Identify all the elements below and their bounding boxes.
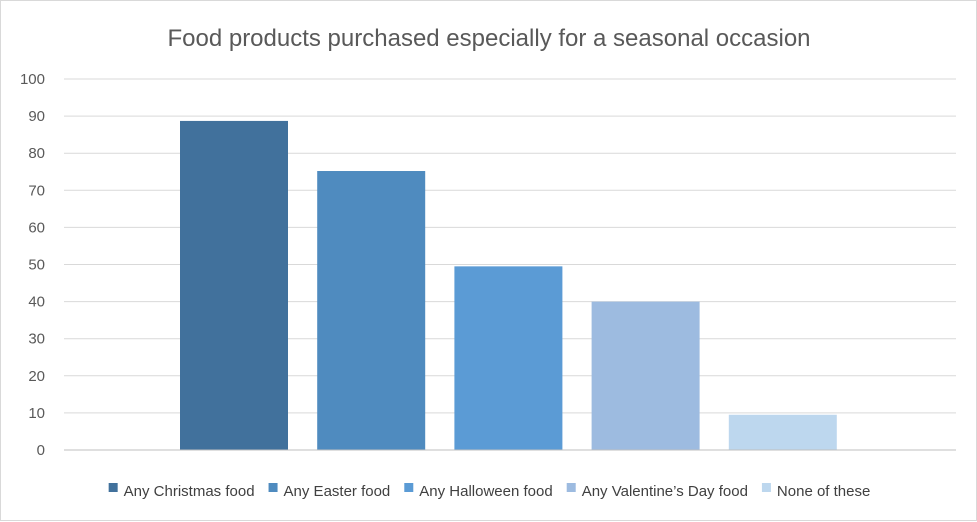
legend-swatch: [108, 483, 118, 492]
legend-swatch: [761, 483, 771, 492]
y-axis-ticks: 0 10 20 30 40 50 60 70 80 90 100: [20, 71, 45, 459]
y-tick-label: 40: [28, 294, 45, 311]
legend-swatch: [268, 483, 278, 492]
legend-item: None of these: [761, 483, 870, 500]
legend-item: Any Valentine’s Day food: [566, 483, 748, 500]
y-tick-label: 80: [28, 145, 45, 162]
y-tick-label: 20: [28, 368, 45, 385]
y-tick-label: 90: [28, 108, 45, 125]
bars: [180, 120, 837, 450]
y-tick-label: 60: [28, 219, 45, 236]
bar-any-christmas-food: [180, 120, 288, 450]
chart-title: Food products purchased especially for a…: [167, 25, 810, 52]
legend-label: Any Christmas food: [124, 483, 255, 500]
y-tick-label: 50: [28, 257, 45, 274]
legend-item: Any Christmas food: [108, 483, 255, 500]
y-tick-label: 70: [28, 182, 45, 199]
bar-any-easter-food: [317, 171, 426, 450]
legend-item: Any Easter food: [268, 483, 391, 500]
y-tick-label: 30: [28, 331, 45, 348]
legend-label: Any Easter food: [284, 483, 391, 500]
bar-any-halloween-food: [454, 266, 563, 450]
y-tick-label: 100: [20, 71, 45, 88]
y-tick-label: 0: [37, 442, 45, 459]
legend-swatch: [404, 483, 414, 492]
bar-none-of-these: [728, 414, 837, 450]
legend-label: Any Halloween food: [419, 483, 552, 500]
y-tick-label: 10: [28, 405, 45, 422]
legend-item: Any Halloween food: [404, 483, 553, 500]
legend-label: None of these: [777, 483, 870, 500]
legend-swatch: [566, 483, 576, 492]
legend-label: Any Valentine’s Day food: [582, 483, 748, 500]
legend: Any Christmas food Any Easter food Any Hal…: [108, 483, 870, 500]
bar-any-valentine-s-day-food: [591, 301, 700, 450]
